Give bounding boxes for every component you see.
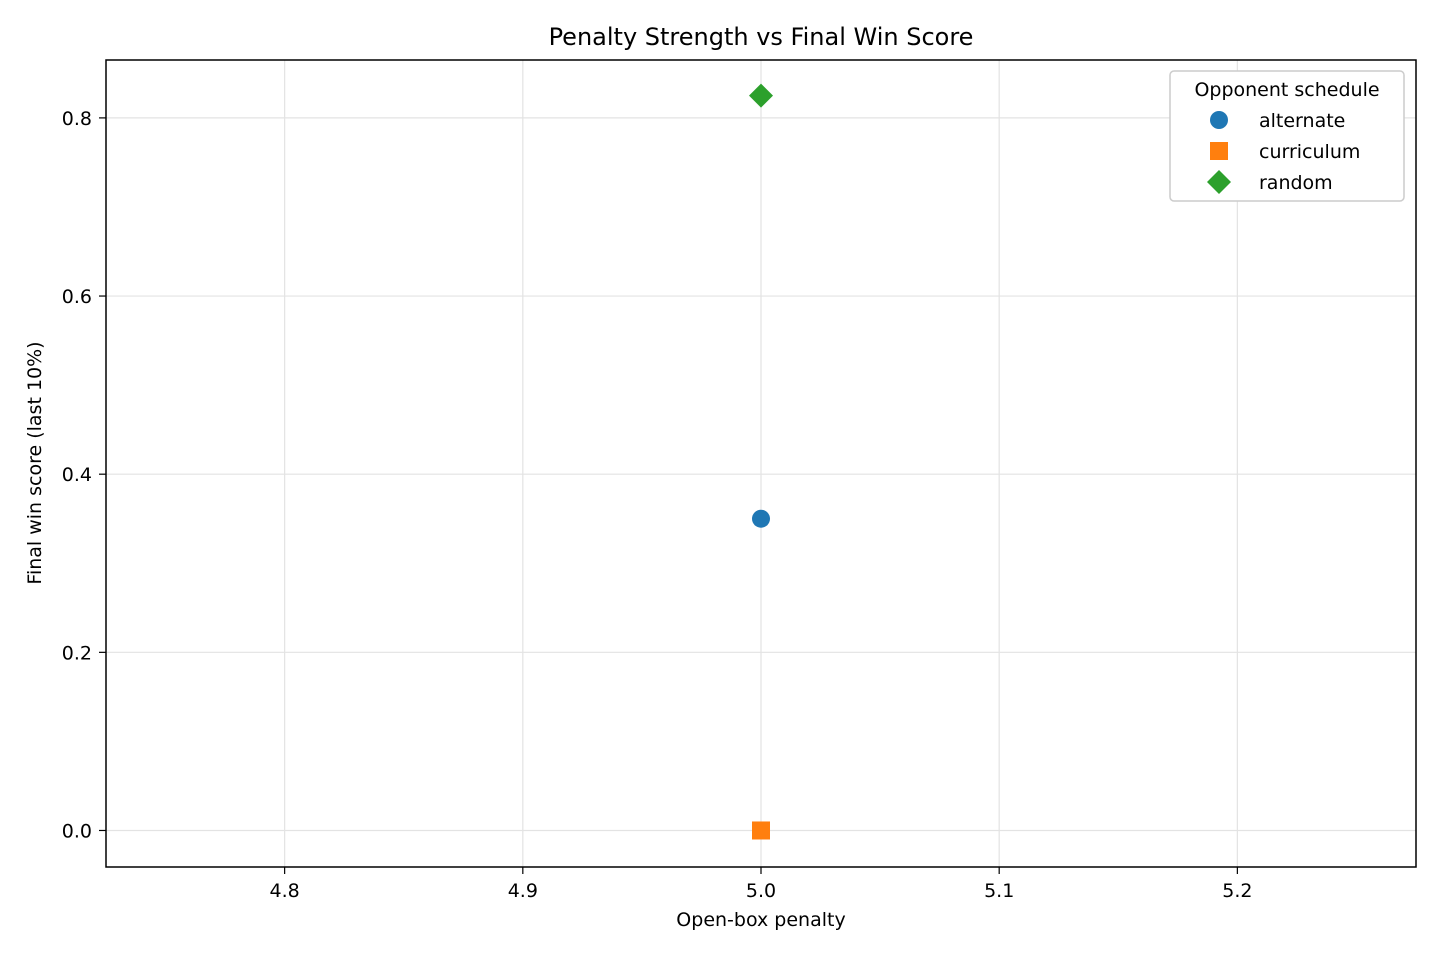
y-axis: 0.0 0.2 0.4 0.6 0.8 bbox=[62, 108, 106, 842]
legend-marker-curriculum bbox=[1210, 142, 1228, 160]
x-tick-label: 5.2 bbox=[1222, 880, 1252, 902]
y-tick-label: 0.8 bbox=[62, 108, 92, 130]
legend-title: Opponent schedule bbox=[1194, 79, 1379, 101]
y-axis-label: Final win score (last 10%) bbox=[24, 341, 46, 584]
x-tick-label: 4.9 bbox=[508, 880, 538, 902]
x-tick-label: 5.0 bbox=[746, 880, 776, 902]
y-tick-label: 0.4 bbox=[62, 464, 92, 486]
data-point-alternate bbox=[752, 509, 770, 528]
x-axis-label: Open-box penalty bbox=[676, 909, 845, 931]
data-point-curriculum bbox=[752, 821, 770, 840]
data-point-random bbox=[749, 83, 773, 108]
chart-title: Penalty Strength vs Final Win Score bbox=[549, 23, 974, 51]
x-axis: 4.8 4.9 5.0 5.1 5.2 bbox=[270, 867, 1252, 902]
y-tick-label: 0.0 bbox=[62, 820, 92, 842]
legend-label-alternate: alternate bbox=[1259, 110, 1345, 132]
legend: Opponent schedule alternate curriculum ran… bbox=[1169, 70, 1405, 202]
y-tick-label: 0.2 bbox=[62, 642, 92, 664]
legend-label-curriculum: curriculum bbox=[1259, 141, 1360, 163]
x-tick-label: 4.8 bbox=[270, 880, 300, 902]
legend-marker-alternate bbox=[1210, 111, 1228, 129]
y-tick-label: 0.6 bbox=[62, 286, 92, 308]
legend-marker-random bbox=[1207, 170, 1231, 194]
data-points bbox=[749, 83, 773, 840]
legend-label-random: random bbox=[1259, 172, 1333, 194]
x-tick-label: 5.1 bbox=[984, 880, 1014, 902]
legend-box bbox=[1169, 70, 1405, 202]
